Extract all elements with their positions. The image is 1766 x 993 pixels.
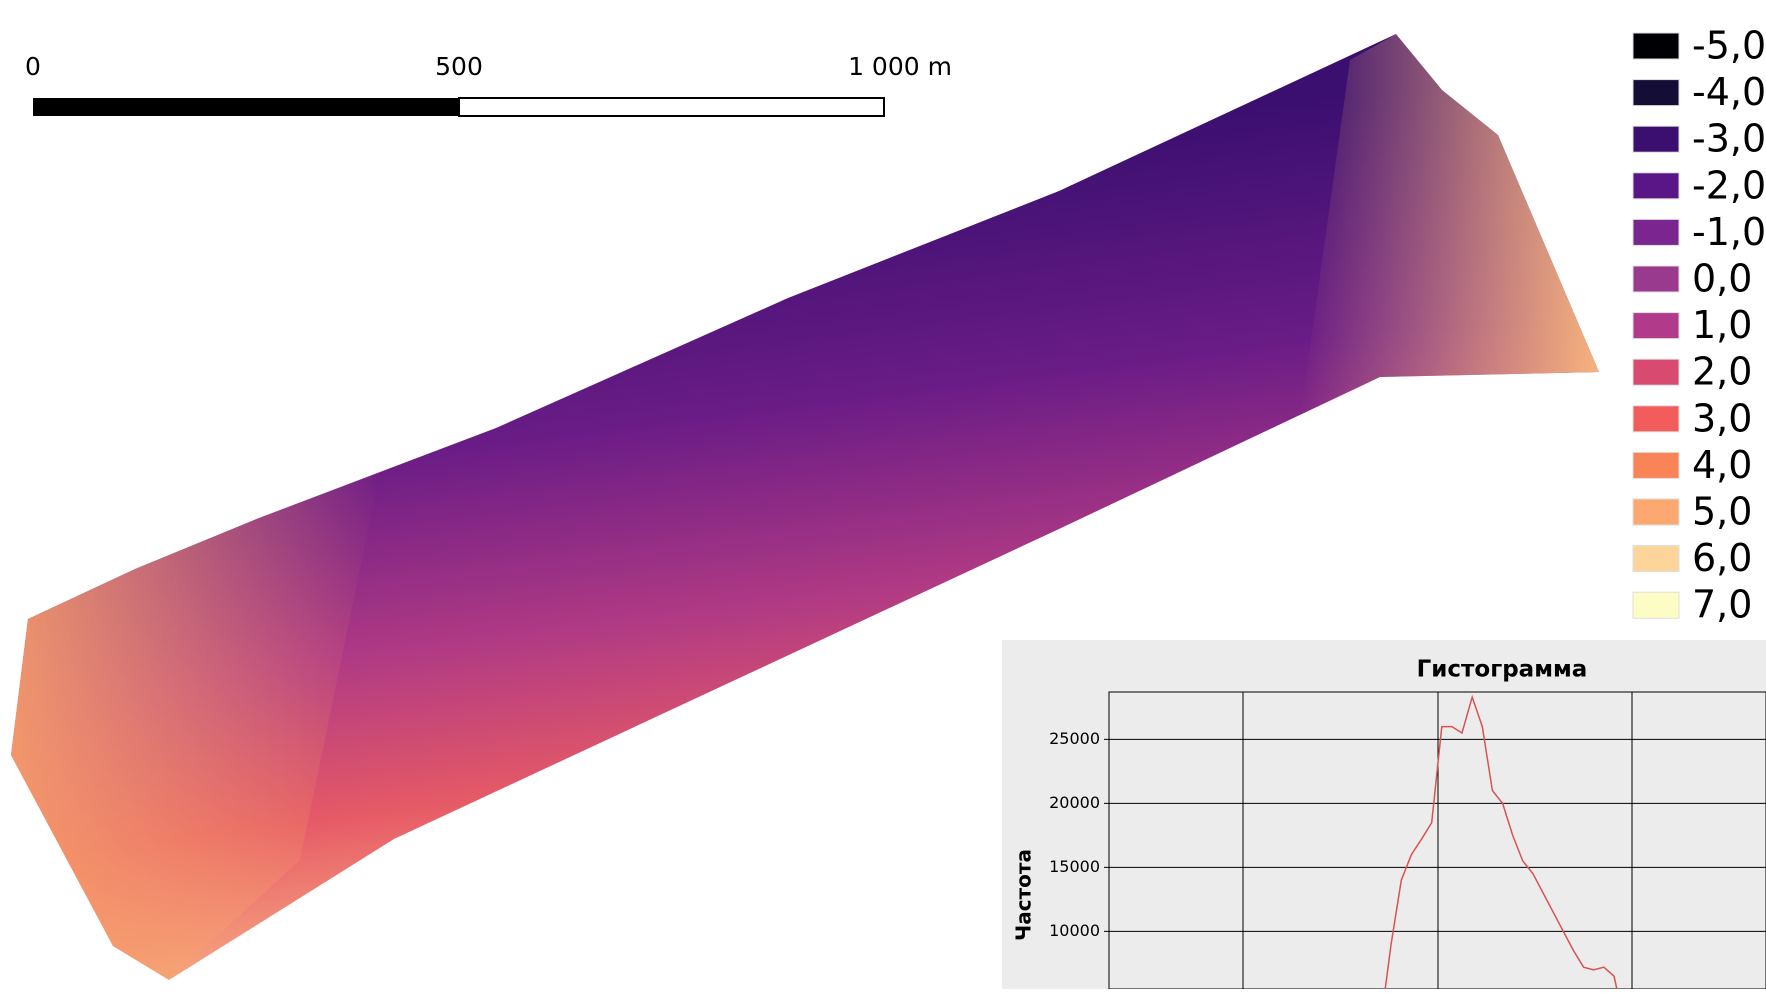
legend-swatch: [1633, 219, 1679, 245]
legend-label: 0,0: [1692, 257, 1752, 301]
scale-label: 1 000 m: [848, 52, 952, 81]
legend-swatch: [1633, 173, 1679, 199]
legend-swatch: [1633, 406, 1679, 432]
legend-swatch: [1633, 80, 1679, 106]
legend-label: -3,0: [1692, 117, 1766, 161]
scale-bar: 0 500 1 000 m: [25, 52, 952, 116]
legend-label: 3,0: [1692, 396, 1752, 440]
map-view: 0 500 1 000 m -5,0-4,0-3,0-2,0-1,00,01,0…: [0, 0, 1766, 989]
scale-bar-light: [459, 98, 884, 116]
legend-swatch: [1633, 33, 1679, 59]
legend-label: 4,0: [1692, 443, 1752, 487]
legend-label: -5,0: [1692, 24, 1766, 68]
legend-swatch: [1633, 313, 1679, 339]
legend-label: -1,0: [1692, 210, 1766, 254]
legend-label: -2,0: [1692, 163, 1766, 207]
legend-label: 7,0: [1692, 583, 1752, 627]
legend-label: 5,0: [1692, 490, 1752, 534]
legend: -5,0-4,0-3,0-2,0-1,00,01,02,03,04,05,06,…: [1633, 24, 1766, 627]
scale-label: 500: [435, 52, 483, 81]
page: 0 500 1 000 m -5,0-4,0-3,0-2,0-1,00,01,0…: [0, 0, 1766, 989]
legend-label: 2,0: [1692, 350, 1752, 394]
y-axis-label: Частота: [1012, 849, 1036, 941]
histogram-panel: Гистограмма Частота 10000 15000 20000 25000: [1002, 640, 1766, 989]
legend-swatch: [1633, 452, 1679, 478]
y-tick-label: 15000: [1049, 857, 1100, 876]
legend-label: 1,0: [1692, 303, 1752, 347]
legend-swatch: [1633, 359, 1679, 385]
chart-title: Гистограмма: [1417, 657, 1588, 683]
scale-bar-dark: [33, 98, 459, 116]
y-tick-label: 25000: [1049, 729, 1100, 748]
legend-swatch: [1633, 266, 1679, 292]
legend-swatch: [1633, 126, 1679, 152]
scale-label: 0: [25, 52, 41, 81]
legend-swatch: [1633, 546, 1679, 572]
legend-swatch: [1633, 592, 1679, 618]
legend-label: -4,0: [1692, 70, 1766, 114]
legend-swatch: [1633, 499, 1679, 525]
y-tick-label: 10000: [1049, 921, 1100, 940]
legend-label: 6,0: [1692, 536, 1752, 580]
y-tick-label: 20000: [1049, 793, 1100, 812]
